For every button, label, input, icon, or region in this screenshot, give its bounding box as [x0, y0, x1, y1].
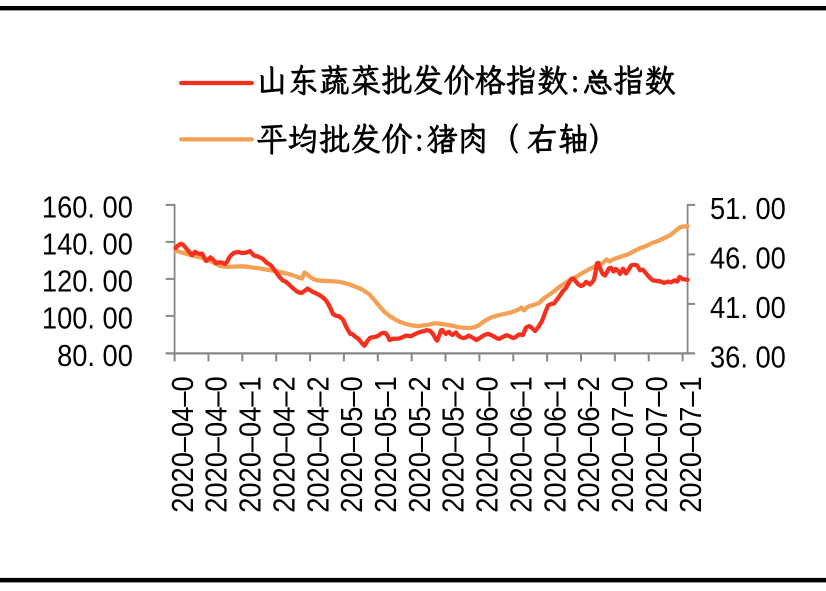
svg-text:2020–07–0: 2020–07–0 [607, 376, 641, 513]
svg-text:51. 00: 51. 00 [710, 193, 786, 227]
svg-text:2020–05–2: 2020–05–2 [437, 376, 471, 513]
svg-text:2020–04–1: 2020–04–1 [234, 376, 268, 513]
svg-text:160. 00: 160. 00 [42, 191, 133, 225]
svg-text:2020–05–2: 2020–05–2 [403, 376, 437, 513]
svg-text:80. 00: 80. 00 [57, 339, 133, 373]
svg-text:2020–07–1: 2020–07–1 [674, 376, 708, 513]
svg-text:46. 00: 46. 00 [710, 242, 786, 276]
svg-text:36. 00: 36. 00 [710, 341, 786, 375]
svg-text:2020–04–0: 2020–04–0 [166, 376, 200, 513]
svg-text:120. 00: 120. 00 [42, 265, 133, 299]
svg-text:2020–05–1: 2020–05–1 [369, 376, 403, 513]
svg-text:2020–06–1: 2020–06–1 [505, 376, 539, 513]
svg-text:140. 00: 140. 00 [42, 228, 133, 262]
svg-text:41. 00: 41. 00 [710, 292, 786, 326]
svg-text:2020–06–2: 2020–06–2 [573, 376, 607, 513]
svg-text:2020–04–0: 2020–04–0 [200, 376, 234, 513]
svg-text:2020–04–2: 2020–04–2 [302, 376, 336, 513]
svg-text:100. 00: 100. 00 [42, 302, 133, 336]
svg-text:2020–04–2: 2020–04–2 [268, 376, 302, 513]
svg-text:2020–07–0: 2020–07–0 [640, 376, 674, 513]
svg-text:2020–06–0: 2020–06–0 [471, 376, 505, 513]
svg-text:2020–06–1: 2020–06–1 [539, 376, 573, 513]
svg-text:2020–05–0: 2020–05–0 [336, 376, 370, 513]
